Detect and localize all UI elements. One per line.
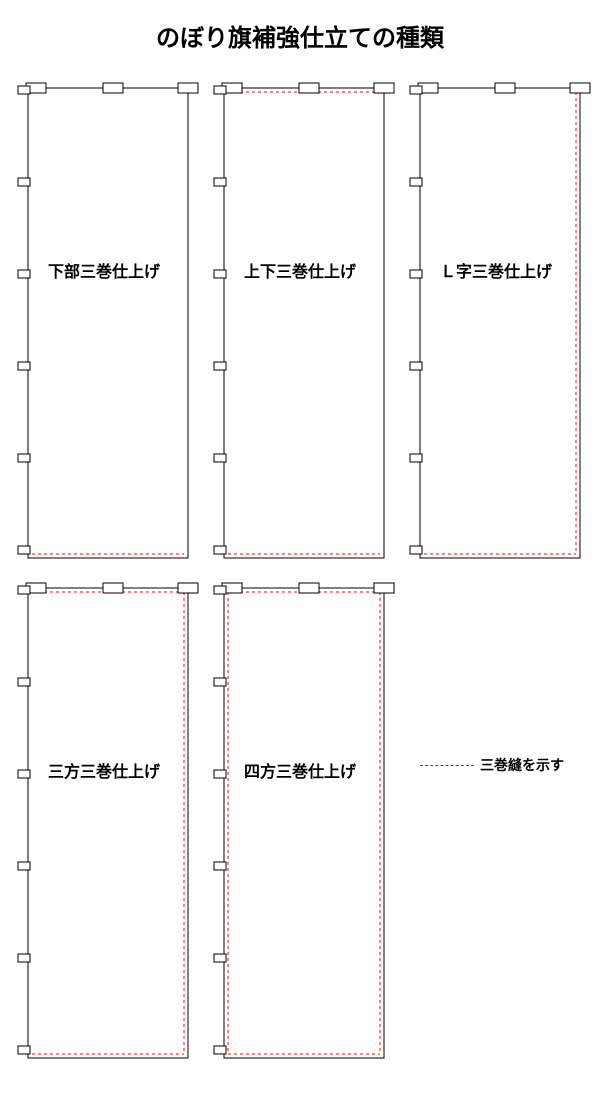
flag-fourside-diagram xyxy=(204,578,396,1070)
flag-lshape: Ｌ字三巻仕上げ xyxy=(400,78,592,570)
flag-threeside-diagram xyxy=(8,578,200,1070)
flag-fourside: 四方三巻仕上げ xyxy=(204,578,396,1070)
flag-bottom: 下部三巻仕上げ xyxy=(8,78,200,570)
flag-topbottom-label: 上下三巻仕上げ xyxy=(204,258,396,282)
flag-lshape-label: Ｌ字三巻仕上げ xyxy=(400,258,592,282)
flag-bottom-diagram xyxy=(8,78,200,570)
flag-topbottom: 上下三巻仕上げ xyxy=(204,78,396,570)
flag-threeside-label: 三方三巻仕上げ xyxy=(8,758,200,782)
flag-lshape-diagram xyxy=(400,78,592,570)
flag-threeside: 三方三巻仕上げ xyxy=(8,578,200,1070)
flag-fourside-label: 四方三巻仕上げ xyxy=(204,758,396,782)
page-title: のぼり旗補強仕立ての種類 xyxy=(0,0,600,53)
flag-bottom-label: 下部三巻仕上げ xyxy=(8,258,200,282)
legend-stitch-line xyxy=(420,765,474,766)
flag-topbottom-diagram xyxy=(204,78,396,570)
legend: 三巻縫を示す xyxy=(420,755,564,775)
legend-label: 三巻縫を示す xyxy=(480,755,564,775)
